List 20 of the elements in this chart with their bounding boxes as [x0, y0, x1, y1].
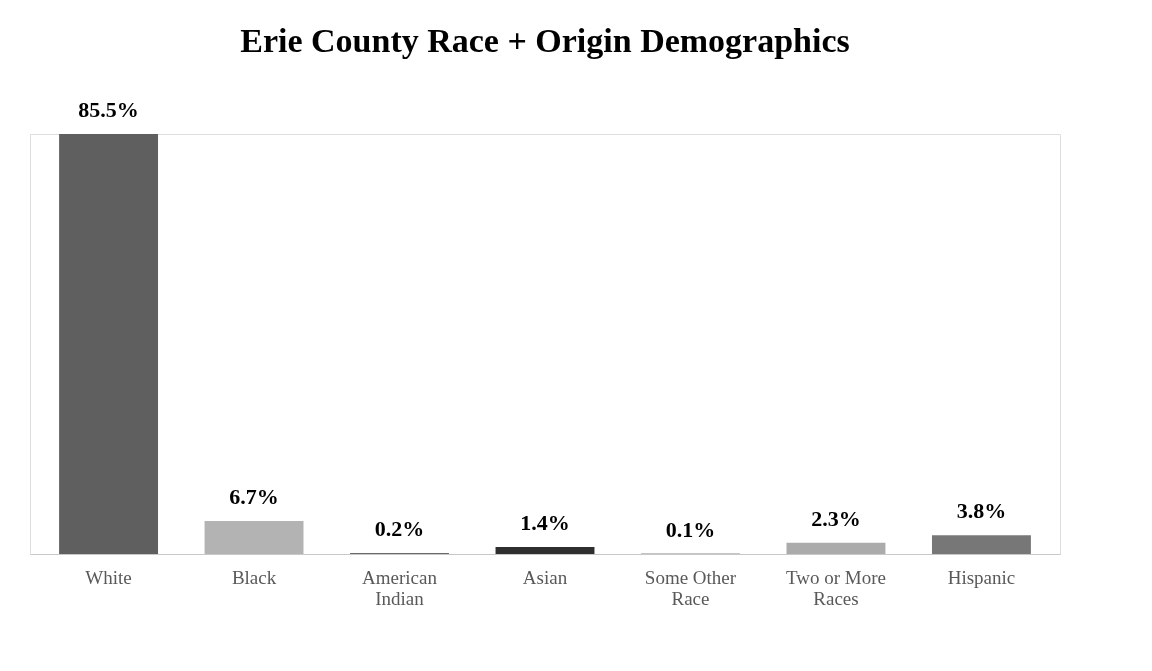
data-label: 1.4%	[520, 510, 570, 536]
data-label: 0.2%	[374, 516, 425, 542]
x-tick-label: Two or More Races	[785, 566, 886, 609]
x-tick-label: Some Other Race	[644, 566, 737, 609]
bar	[931, 535, 1031, 554]
data-label: 3.8%	[956, 498, 1007, 524]
bar	[786, 542, 886, 554]
data-label: 6.7%	[229, 484, 279, 510]
data-label: 85.5%	[78, 97, 139, 122]
bar	[204, 521, 304, 554]
data-label: 0.1%	[665, 516, 716, 542]
bar	[495, 547, 595, 554]
x-tick-label: Asian	[522, 566, 568, 588]
x-tick-label: Black	[231, 566, 277, 588]
data-label: 2.3%	[811, 505, 861, 531]
chart-title: Erie County Race + Origin Demographics	[240, 22, 850, 59]
x-tick-label: White	[85, 566, 132, 588]
x-tick-label: American Indian	[362, 566, 438, 609]
bar	[59, 134, 159, 554]
x-tick-label: Hispanic	[947, 566, 1016, 588]
